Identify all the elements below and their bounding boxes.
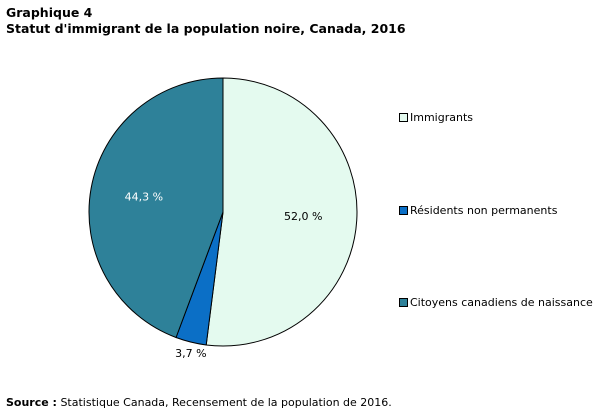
legend-label: Citoyens canadiens de naissance [410,295,593,309]
chart-header: Graphique 4 Statut d'immigrant de la pop… [6,5,406,37]
source-text: Statistique Canada, Recensement de la po… [56,396,392,409]
source-label: Source : [6,396,57,409]
data-label-immigrants: 52,0 % [284,210,322,223]
legend-swatch [399,205,408,215]
legend-swatch [399,297,408,307]
legend-label: Résidents non permanents [410,203,558,217]
chart-number: Graphique 4 [6,5,93,20]
pie-slice-citoyens-canadiens-de-naissance [88,77,224,339]
pie-slice-immigrants [205,77,358,347]
data-label-citoyens-canadiens-de-naissance: 44,3 % [125,191,163,204]
legend-item-immigrants: Immigrants [399,110,473,124]
legend-label: Immigrants [410,110,473,124]
legend-item-citoyens-canadiens-de-naissance: Citoyens canadiens de naissance [399,295,593,309]
chart-title: Statut d'immigrant de la population noir… [6,21,406,36]
legend-swatch [399,112,408,122]
source-note: Source : Statistique Canada, Recensement… [6,396,392,409]
legend-item-residents-non-permanents: Résidents non permanents [399,203,557,217]
data-label-residents-non-permanents: 3,7 % [175,347,206,360]
